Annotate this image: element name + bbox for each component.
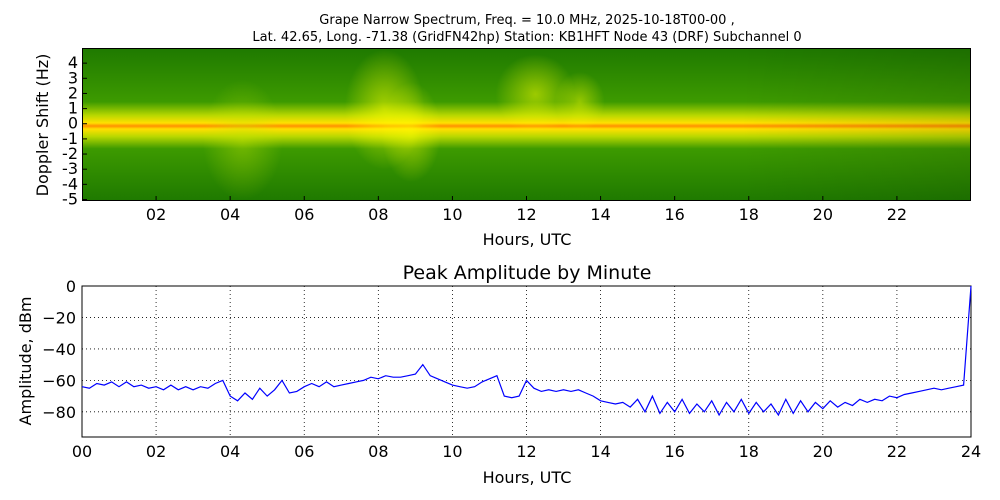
y-tick-label: 0 bbox=[68, 114, 78, 133]
x-tick-label: 04 bbox=[220, 205, 240, 224]
x-tick-label: 02 bbox=[146, 205, 166, 224]
x-tick-label: 08 bbox=[368, 442, 388, 461]
y-axis-label: Amplitude, dBm bbox=[16, 297, 35, 426]
y-tick-label: 2 bbox=[68, 83, 78, 102]
y-tick-label: 1 bbox=[68, 99, 78, 118]
x-tick-label: 02 bbox=[146, 442, 166, 461]
doppler-spectrogram bbox=[82, 48, 971, 201]
x-tick-label: 20 bbox=[813, 442, 833, 461]
y-tick-label: -4 bbox=[62, 174, 78, 193]
x-axis-label: Hours, UTC bbox=[483, 468, 572, 487]
y-tick-label: -1 bbox=[62, 129, 78, 148]
x-tick-label: 16 bbox=[664, 205, 684, 224]
amplitude-line bbox=[81, 285, 972, 417]
y-tick-label: 3 bbox=[68, 68, 78, 87]
y-tick-label: −80 bbox=[42, 403, 76, 422]
y-axis-label: Doppler Shift (Hz) bbox=[33, 54, 52, 197]
y-tick-label: −20 bbox=[42, 308, 76, 327]
y-tick-label: 0 bbox=[66, 277, 76, 296]
x-tick-label: 14 bbox=[590, 205, 610, 224]
y-tick-label: −40 bbox=[42, 340, 76, 359]
x-tick-label: 18 bbox=[739, 442, 759, 461]
x-tick-label: 12 bbox=[516, 205, 536, 224]
x-tick-label: 12 bbox=[516, 442, 536, 461]
y-tick-label: -5 bbox=[62, 189, 78, 208]
x-tick-label: 18 bbox=[739, 205, 759, 224]
x-tick-label: 08 bbox=[368, 205, 388, 224]
x-tick-label: 14 bbox=[590, 442, 610, 461]
y-tick-label: -2 bbox=[62, 144, 78, 163]
chart-title: Peak Amplitude by Minute bbox=[403, 262, 652, 284]
x-tick-label: 24 bbox=[961, 442, 981, 461]
x-tick-label: 00 bbox=[72, 442, 92, 461]
x-tick-label: 04 bbox=[220, 442, 240, 461]
x-tick-label: 06 bbox=[294, 205, 314, 224]
y-tick-label: -3 bbox=[62, 159, 78, 178]
y-tick-label: −60 bbox=[42, 371, 76, 390]
x-tick-label: 22 bbox=[887, 442, 907, 461]
y-tick-label: 4 bbox=[68, 53, 78, 72]
x-tick-label: 16 bbox=[664, 442, 684, 461]
x-tick-label: 10 bbox=[442, 205, 462, 224]
x-tick-label: 10 bbox=[442, 442, 462, 461]
x-tick-label: 22 bbox=[887, 205, 907, 224]
spectrum-title-line1: Grape Narrow Spectrum, Freq. = 10.0 MHz,… bbox=[319, 13, 735, 28]
x-tick-label: 20 bbox=[813, 205, 833, 224]
x-tick-label: 06 bbox=[294, 442, 314, 461]
x-axis-label: Hours, UTC bbox=[483, 230, 572, 249]
spectrum-title-line2: Lat. 42.65, Long. -71.38 (GridFN42hp) St… bbox=[252, 30, 802, 45]
